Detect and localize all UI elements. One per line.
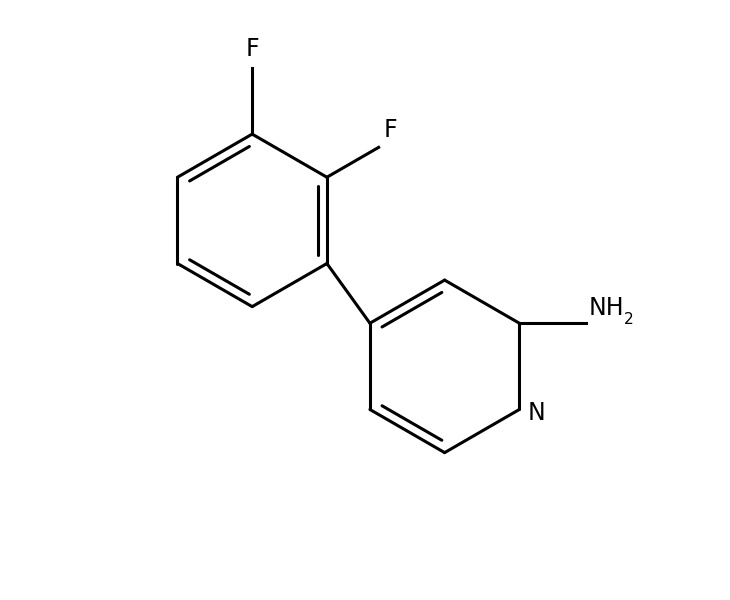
Text: NH: NH xyxy=(589,296,625,320)
Text: 2: 2 xyxy=(623,311,633,326)
Text: F: F xyxy=(245,37,259,61)
Text: N: N xyxy=(527,401,545,425)
Text: F: F xyxy=(384,118,398,142)
